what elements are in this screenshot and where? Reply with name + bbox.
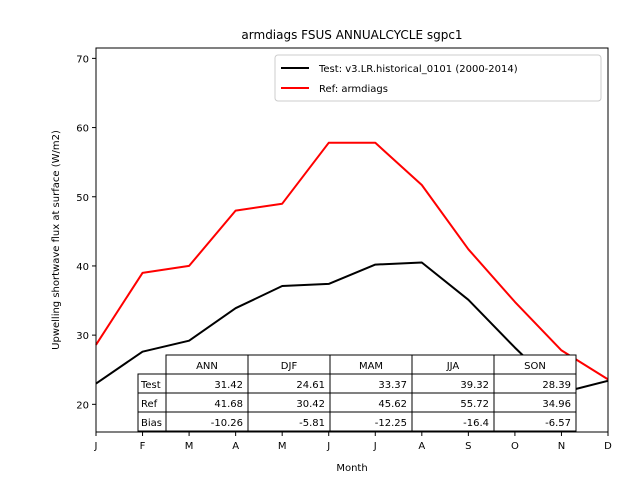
table-cell-value: 55.72	[460, 399, 489, 410]
y-tick-label: 60	[76, 124, 89, 135]
y-tick-label: 30	[76, 331, 89, 342]
table-col-label: ANN	[196, 361, 218, 372]
table-col-label: MAM	[359, 361, 383, 372]
table-cell-value: 33.37	[378, 380, 407, 391]
table-cell-value: -16.4	[463, 418, 489, 429]
x-tick-label: J	[94, 441, 98, 452]
table-row-label: Ref	[141, 399, 158, 410]
table-cell-value: 28.39	[542, 380, 571, 391]
table-cell-value: 24.61	[296, 380, 325, 391]
legend-label: Ref: armdiags	[319, 84, 388, 95]
y-tick-label: 70	[76, 54, 89, 65]
table-cell-value: 30.42	[296, 399, 325, 410]
x-tick-label: F	[140, 441, 146, 452]
legend-label: Test: v3.LR.historical_0101 (2000-2014)	[318, 64, 518, 75]
y-tick-label: 50	[76, 193, 89, 204]
stats-table: ANN DJF MAM JJA SON Test 31.42 24.61 33.37 39.32 2…	[137, 354, 577, 432]
table-cell-value: 34.96	[542, 399, 571, 410]
series-line-ref	[95, 141, 609, 381]
x-tick-label: J	[373, 441, 377, 452]
plot-frame	[95, 47, 609, 433]
x-axis-label: Month	[336, 463, 367, 474]
table-col-label: SON	[524, 361, 546, 372]
table-cell-value: -12.25	[375, 418, 407, 429]
y-axis-label: Upwelling shortwave flux at surface (W/m…	[51, 130, 62, 350]
table-cell-value: 41.68	[214, 399, 243, 410]
x-tick-label: D	[604, 441, 612, 452]
x-tick-label: J	[326, 441, 330, 452]
table-cell-value: -10.26	[211, 418, 243, 429]
x-tick-label: M	[278, 441, 287, 452]
table-col-label: DJF	[281, 361, 298, 372]
table-cell-value: -6.57	[545, 418, 571, 429]
table-col-label: JJA	[446, 361, 460, 372]
table-row-label: Bias	[141, 418, 162, 429]
x-tick-label: O	[511, 441, 519, 452]
x-tick-label: N	[558, 441, 565, 452]
table-cell	[493, 411, 577, 432]
x-tick-label: A	[232, 441, 239, 452]
table-cell-value: -5.81	[299, 418, 325, 429]
table-row-label: Test	[140, 380, 161, 391]
legend: Test: v3.LR.historical_0101 (2000-2014) R…	[274, 54, 602, 102]
table-cell-value: 45.62	[378, 399, 407, 410]
table-cell-value: 39.32	[460, 380, 489, 391]
table-cell-value: 31.42	[214, 380, 243, 391]
x-tick-label: S	[465, 441, 471, 452]
legend-box	[274, 54, 602, 102]
x-tick-label: A	[418, 441, 425, 452]
y-tick-label: 40	[76, 262, 89, 273]
y-tick-label: 20	[76, 400, 89, 411]
x-tick-label: M	[185, 441, 194, 452]
chart-title: armdiags FSUS ANNUALCYCLE sgpc1	[241, 28, 462, 42]
